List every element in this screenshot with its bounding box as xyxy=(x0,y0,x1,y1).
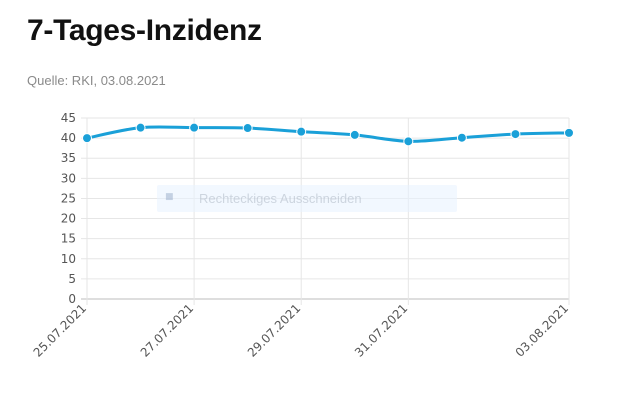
data-point xyxy=(564,127,574,138)
y-tick-label: 35 xyxy=(61,151,76,165)
x-tick-label: 31.07.2021 xyxy=(352,301,410,359)
y-tick-label: 5 xyxy=(68,272,76,286)
series-line xyxy=(86,125,570,143)
snipping-tooltip-label: Rechteckiges Ausschneiden xyxy=(199,191,362,206)
y-tick-label: 30 xyxy=(61,171,76,185)
snipping-tooltip: ■ Rechteckiges Ausschneiden xyxy=(157,185,457,212)
data-point xyxy=(296,126,307,137)
page-title: 7-Tages-Inzidenz xyxy=(27,14,262,47)
data-point xyxy=(403,136,414,147)
data-point xyxy=(135,122,146,133)
source-subtitle: Quelle: RKI, 03.08.2021 xyxy=(27,73,166,88)
y-tick-label: 10 xyxy=(61,252,76,266)
data-point xyxy=(349,129,360,140)
x-tick-label: 03.08.2021 xyxy=(513,301,571,359)
y-tick-label: 15 xyxy=(61,232,76,246)
data-point xyxy=(82,133,92,144)
data-point xyxy=(242,123,253,134)
data-point xyxy=(510,129,521,140)
y-tick-label: 25 xyxy=(61,191,76,205)
y-tick-label: 20 xyxy=(61,212,76,226)
x-tick-label: 27.07.2021 xyxy=(138,301,196,359)
y-tick-label: 0 xyxy=(68,292,76,306)
data-point xyxy=(456,132,467,143)
scissors-icon: ■ xyxy=(165,192,174,202)
y-tick-label: 45 xyxy=(61,111,76,125)
data-point xyxy=(189,122,200,133)
x-tick-label: 25.07.2021 xyxy=(31,301,89,359)
y-tick-label: 40 xyxy=(61,131,76,145)
x-tick-label: 29.07.2021 xyxy=(245,301,303,359)
